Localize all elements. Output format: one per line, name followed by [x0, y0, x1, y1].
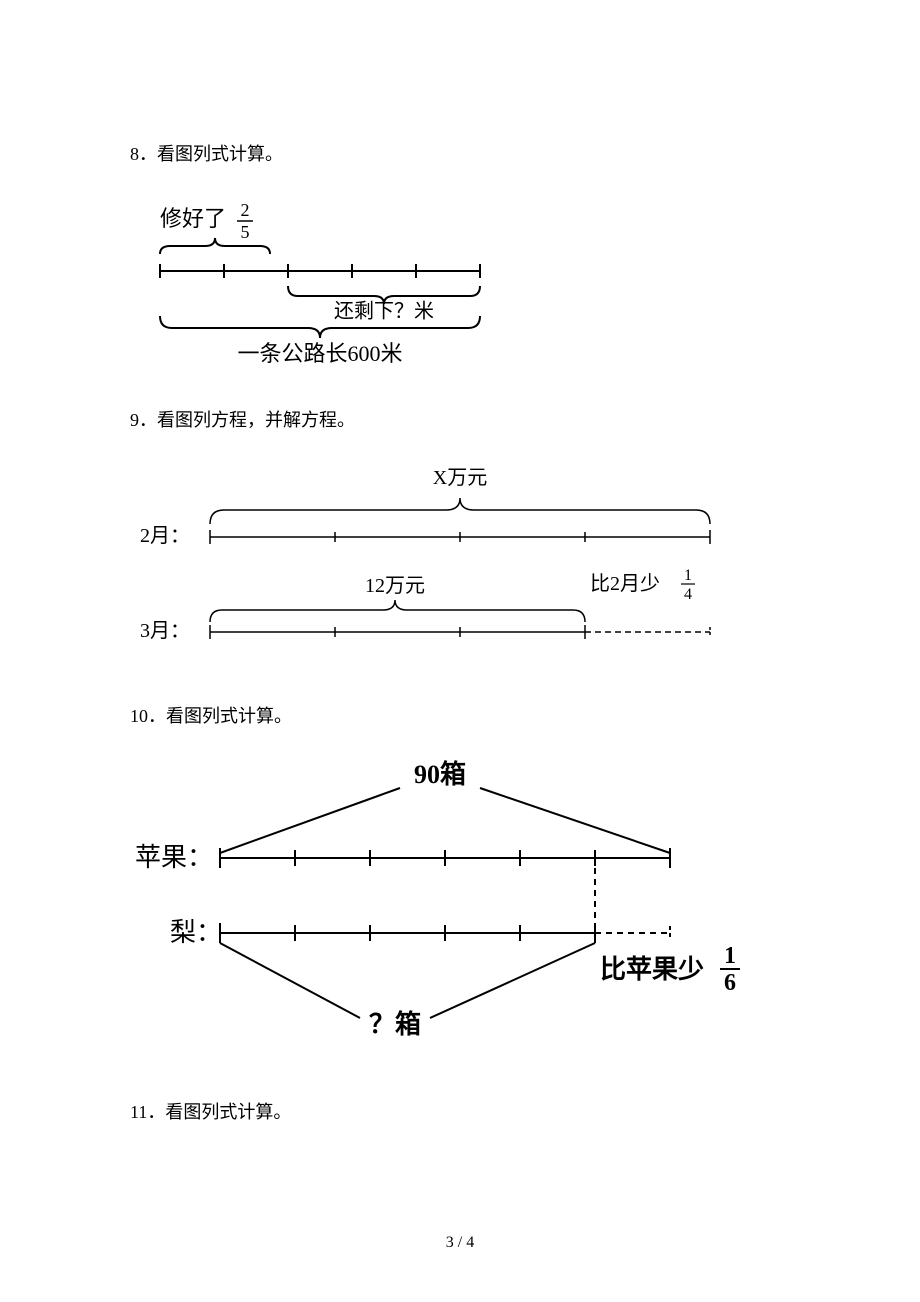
- remaining-label: 还剩下？米: [334, 300, 434, 323]
- pear-label: 梨：: [170, 918, 222, 947]
- apple-amount: 90箱: [414, 759, 466, 789]
- problem-8-text: 8．看图列式计算。: [130, 140, 790, 166]
- p8-num: 2: [241, 200, 250, 220]
- total-label: 一条公路长600米: [237, 341, 402, 366]
- problem-8-title: 看图列式计算。: [157, 144, 283, 164]
- apple-label: 苹果：: [135, 843, 213, 872]
- p10-num: 1: [724, 943, 736, 969]
- problem-8-number: 8．: [130, 144, 157, 164]
- problem-9-diagram: X万元 2月： 12万元 比2月少 1 4 3月：: [130, 462, 790, 662]
- amount-label: 12万元: [365, 575, 425, 597]
- problem-9-text: 9．看图列方程，并解方程。: [130, 406, 790, 432]
- page-number: 3 / 4: [0, 1234, 920, 1252]
- p10-den: 6: [724, 970, 736, 996]
- x-label: X万元: [433, 467, 487, 489]
- problem-9-title: 看图列方程，并解方程。: [157, 410, 355, 430]
- p9-num: 1: [684, 567, 692, 584]
- p9-den: 4: [684, 586, 692, 603]
- p10-less-prefix: 比苹果少: [600, 955, 704, 984]
- problem-8-diagram: 修好了 2 5 还剩下？米 一条公路长600米: [130, 196, 790, 366]
- problem-10-diagram: 90箱 苹果： 梨： ？箱 比苹果少 1: [130, 758, 790, 1058]
- problem-10-title: 看图列式计算。: [166, 706, 292, 726]
- pear-amount: ？箱: [369, 1009, 421, 1039]
- problem-11-text: 11．看图列式计算。: [130, 1098, 790, 1124]
- problem-9-number: 9．: [130, 410, 157, 430]
- p8-den: 5: [241, 222, 250, 242]
- less-prefix: 比2月少: [590, 572, 660, 595]
- month3-label: 3月：: [140, 620, 190, 642]
- problem-11-title: 看图列式计算。: [165, 1102, 291, 1122]
- month2-label: 2月：: [140, 525, 190, 547]
- problem-11-number: 11．: [130, 1102, 165, 1122]
- repaired-text: 修好了: [160, 206, 226, 231]
- problem-10-number: 10．: [130, 706, 166, 726]
- problem-10-text: 10．看图列式计算。: [130, 702, 790, 728]
